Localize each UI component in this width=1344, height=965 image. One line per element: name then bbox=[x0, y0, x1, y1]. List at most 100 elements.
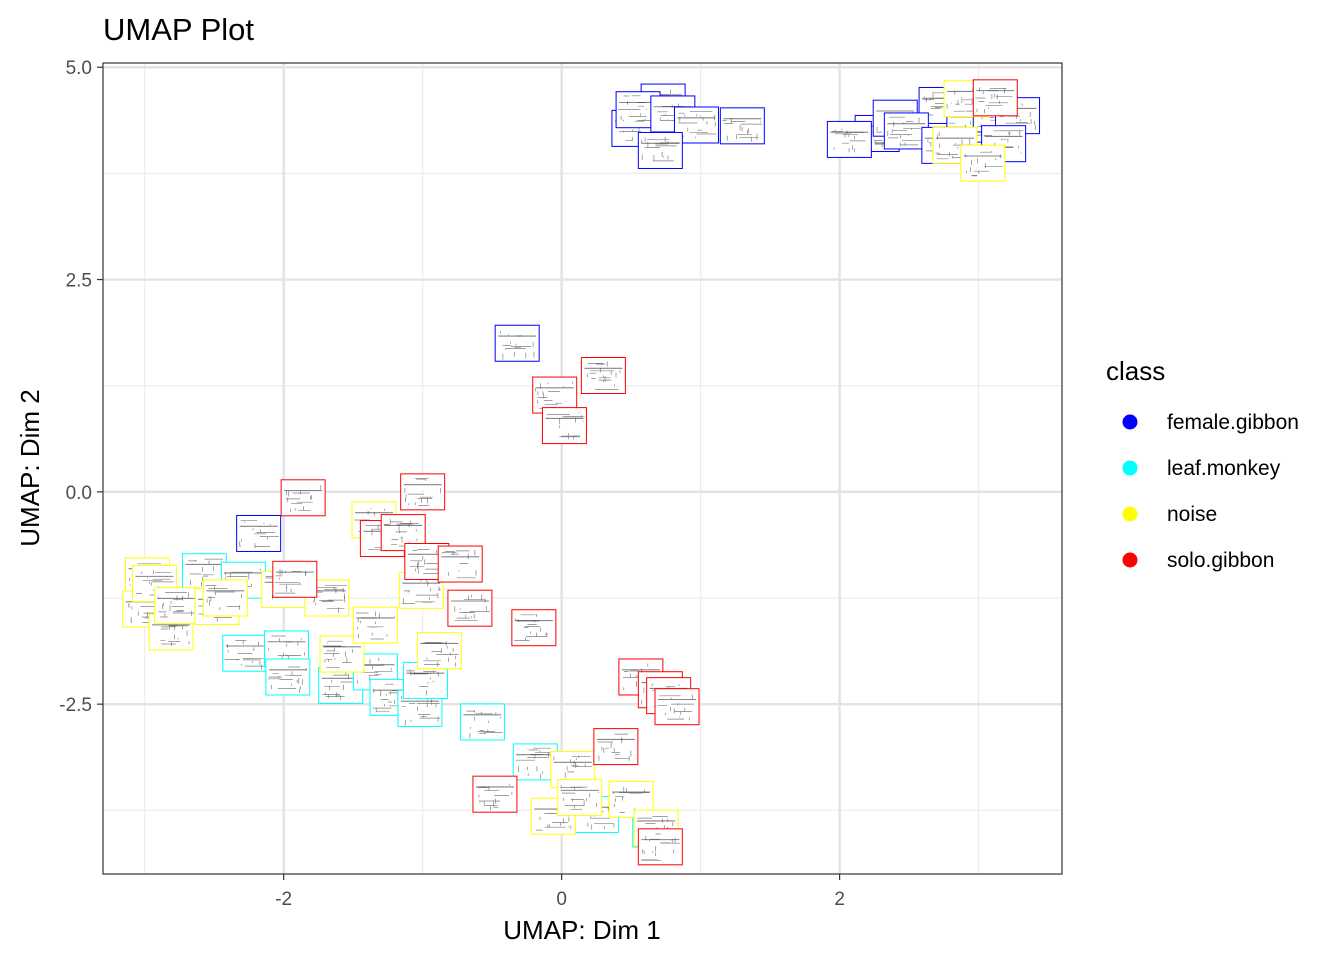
thumbnail-background bbox=[638, 828, 683, 865]
y-axis-label: UMAP: Dim 2 bbox=[15, 389, 45, 546]
x-tick-label: -2 bbox=[275, 889, 292, 910]
thumbnail-border bbox=[265, 658, 311, 696]
data-point-leaf-monkey bbox=[512, 743, 558, 781]
legend-entries: female.gibbon leaf.monkey noise solo.gibbon bbox=[1122, 411, 1299, 572]
x-axis-label: UMAP: Dim 1 bbox=[503, 915, 660, 945]
spectrogram-texture bbox=[205, 585, 242, 611]
data-point-noise bbox=[352, 606, 398, 644]
spectrogram-texture bbox=[285, 485, 321, 513]
thumbnail-border bbox=[541, 407, 587, 445]
thumbnail-border bbox=[236, 514, 282, 552]
thumbnail-border bbox=[447, 589, 493, 627]
spectrogram-texture bbox=[499, 331, 535, 360]
y-tick-label: 2.5 bbox=[66, 271, 92, 292]
spectrogram-texture bbox=[586, 361, 621, 390]
thumbnail-background bbox=[495, 325, 540, 362]
spectrogram-texture bbox=[887, 116, 922, 147]
thumbnail-border bbox=[400, 473, 446, 511]
thumbnail-border bbox=[654, 688, 700, 726]
legend-label: female.gibbon bbox=[1167, 411, 1299, 434]
thumbnail-border bbox=[459, 703, 505, 741]
y-tick-label: 5.0 bbox=[66, 58, 92, 79]
x-tick-label: 0 bbox=[556, 889, 567, 910]
thumbnail-background bbox=[557, 779, 602, 816]
thumbnail-background bbox=[417, 632, 462, 669]
spectrogram-texture bbox=[239, 520, 279, 549]
data-point-noise bbox=[960, 144, 1006, 182]
data-point-leaf-monkey bbox=[222, 634, 268, 672]
thumbnail-border bbox=[960, 144, 1006, 182]
thumbnail-border bbox=[972, 79, 1018, 117]
legend-label: noise bbox=[1167, 503, 1217, 526]
thumbnail-background bbox=[222, 635, 267, 672]
spectrogram-texture bbox=[466, 710, 503, 739]
spectrogram-texture bbox=[442, 550, 477, 579]
thumbnail-border bbox=[472, 775, 518, 813]
data-point-solo-gibbon bbox=[280, 479, 326, 517]
thumbnail-border bbox=[352, 606, 398, 644]
data-point-solo-gibbon bbox=[511, 609, 557, 647]
thumbnail-border bbox=[380, 514, 426, 552]
thumbnail-background bbox=[447, 590, 492, 627]
data-point-leaf-monkey bbox=[459, 703, 505, 741]
major-gridlines bbox=[103, 63, 1062, 874]
thumbnail-border bbox=[557, 779, 603, 817]
y-tick-label: 0.0 bbox=[66, 483, 92, 504]
spectrogram-texture bbox=[722, 118, 763, 142]
data-point-solo-gibbon bbox=[580, 357, 626, 395]
data-point-solo-gibbon bbox=[532, 376, 578, 414]
thumbnail-border bbox=[530, 797, 576, 835]
thumbnail-background bbox=[638, 132, 683, 169]
thumbnail-background bbox=[960, 145, 1005, 182]
spectrogram-texture bbox=[404, 478, 441, 506]
legend-title: class bbox=[1106, 356, 1165, 386]
legend: class female.gibbon leaf.monkey noise solo.… bbox=[1106, 356, 1299, 572]
thumbnail-border bbox=[637, 828, 683, 866]
thumbnail-border bbox=[593, 728, 639, 766]
chart-title: UMAP Plot bbox=[103, 12, 254, 47]
minor-gridlines bbox=[103, 63, 1062, 874]
thumbnail-border bbox=[202, 579, 248, 617]
data-point-solo-gibbon bbox=[541, 407, 587, 445]
spectrogram-texture bbox=[613, 786, 650, 814]
thumbnail-background bbox=[581, 357, 626, 394]
legend-label: leaf.monkey bbox=[1167, 457, 1281, 480]
data-point-solo-gibbon bbox=[437, 545, 483, 583]
thumbnail-border bbox=[319, 635, 365, 673]
thumbnail-border bbox=[608, 780, 654, 818]
thumbnail-background bbox=[472, 776, 517, 813]
data-point-female-gibbon bbox=[637, 131, 683, 169]
data-point-solo-gibbon bbox=[972, 79, 1018, 117]
thumbnail-background bbox=[511, 609, 556, 646]
data-point-noise bbox=[416, 632, 462, 670]
spectrogram-texture bbox=[677, 110, 717, 139]
thumbnail-border bbox=[673, 106, 719, 144]
data-point-solo-gibbon bbox=[447, 589, 493, 627]
data-point-solo-gibbon bbox=[272, 560, 318, 598]
x-tick-label: 2 bbox=[834, 889, 845, 910]
plot-panel-border bbox=[102, 62, 1063, 875]
thumbnail-background bbox=[438, 546, 483, 583]
data-point-noise bbox=[557, 779, 603, 817]
data-point-female-gibbon bbox=[826, 120, 872, 158]
data-point-solo-gibbon bbox=[654, 688, 700, 726]
x-axis-ticks: -2 0 2 bbox=[275, 874, 845, 910]
spectrogram-texture bbox=[657, 694, 694, 721]
thumbnail-border bbox=[272, 560, 318, 598]
y-axis-ticks: -2.5 0.0 2.5 5.0 bbox=[59, 58, 103, 716]
spectrogram-texture bbox=[965, 151, 1003, 177]
thumbnail-background bbox=[154, 587, 199, 624]
thumbnail-border bbox=[437, 545, 483, 583]
thumbnail-border bbox=[416, 632, 462, 670]
thumbnail-border bbox=[304, 579, 350, 617]
y-tick-label: -2.5 bbox=[59, 695, 92, 716]
spectrogram-texture bbox=[401, 695, 440, 726]
data-point-noise bbox=[202, 579, 248, 617]
legend-key-noise bbox=[1122, 506, 1138, 522]
data-point-solo-gibbon bbox=[593, 728, 639, 766]
data-point-female-gibbon bbox=[494, 324, 540, 362]
thumbnail-border bbox=[494, 324, 540, 362]
thumbnail-background bbox=[884, 112, 929, 149]
